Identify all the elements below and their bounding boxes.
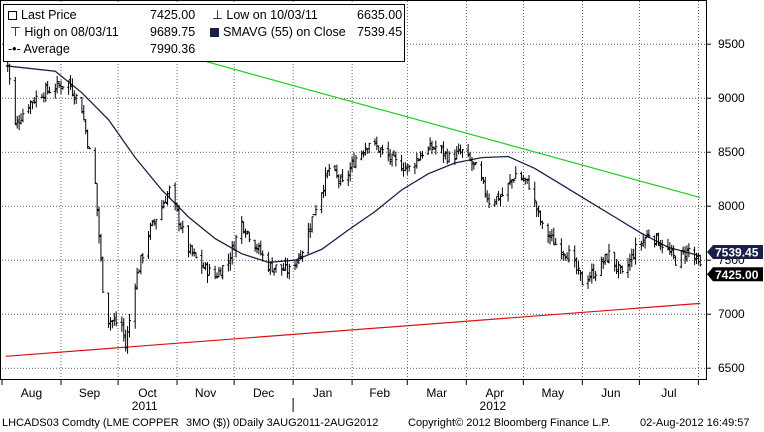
footer-copyright: Copyright© 2012 Bloomberg Finance L.P. — [408, 417, 611, 429]
average-label: Average — [23, 42, 70, 56]
year-label: 2012 — [480, 399, 507, 413]
legend-high: ⊤ High on 08/03/11 — [10, 25, 119, 39]
high-label: High on 08/03/11 — [24, 25, 119, 39]
y-tick-label: 9000 — [718, 91, 745, 105]
grid-lines — [2, 1, 706, 379]
lower-trendline — [5, 302, 701, 357]
x-tick-label: Dec — [253, 386, 274, 400]
last-price-label: Last Price — [21, 8, 77, 22]
footer-ticker: LHCADS03 Comdty (LME COPPER — [2, 417, 179, 429]
low-label: Low on 10/03/11 — [226, 8, 318, 22]
x-tick-label: Nov — [195, 386, 216, 400]
legend-last-price: Last Price — [8, 8, 77, 23]
price-tag: 7425.00 — [707, 267, 763, 282]
y-tick-label: 9500 — [718, 37, 745, 51]
x-tick-label: Apr — [485, 386, 504, 400]
price-tag-label: 7425.00 — [715, 268, 759, 282]
sma-label: SMAVG (55) on Close — [223, 25, 346, 39]
last-price-swatch-icon — [8, 11, 17, 20]
footer-bar: LHCADS03 Comdty (LME COPPER 3MO ($)) 0Da… — [0, 413, 764, 432]
y-tick-label: 6500 — [718, 361, 745, 375]
price-tags: 7539.45 7425.00 — [707, 244, 763, 282]
last-price-value: 7425.00 — [150, 8, 196, 22]
average-value: 7990.36 — [150, 42, 196, 56]
footer-params: 3MO ($)) 0Daily 3AUG2011-2AUG2012 — [186, 417, 379, 429]
footer-timestamp: 02-Aug-2012 16:49:57 — [640, 417, 750, 429]
x-tick-label: Jul — [661, 386, 676, 400]
y-tick-label: 8500 — [718, 145, 745, 159]
legend-average: -•- Average — [8, 42, 70, 56]
x-tick-label: Sep — [79, 386, 101, 400]
sma-line — [5, 65, 701, 264]
x-tick-label: Aug — [21, 386, 42, 400]
price-tag-label: 7539.45 — [715, 245, 759, 259]
legend-sma: SMAVG (55) on Close — [210, 25, 346, 40]
legend-low: ⊥ Low on 10/03/11 — [212, 8, 318, 22]
x-tick-label: Oct — [138, 386, 157, 400]
price-tag: 7539.45 — [707, 244, 763, 259]
sma-swatch-icon — [210, 28, 219, 37]
year-label: 2011 — [132, 399, 158, 413]
price-tag-shape — [707, 267, 763, 282]
sma-value: 7539.45 — [357, 25, 403, 39]
y-tick-label: 7000 — [718, 307, 745, 321]
x-tick-label: Mar — [426, 386, 447, 400]
price-tag-shape — [707, 244, 763, 259]
chart-series — [4, 5, 702, 357]
low-value: 6635.00 — [357, 8, 403, 22]
x-tick-label: Jan — [313, 386, 332, 400]
legend: Last Price 7425.00 ⊥ Low on 10/03/11 663… — [3, 4, 405, 62]
x-tick-label: Jun — [601, 386, 620, 400]
x-tick-label: Feb — [369, 386, 390, 400]
y-tick-label: 8000 — [718, 199, 745, 213]
x-tick-label: May — [541, 386, 564, 400]
high-value: 9689.75 — [150, 25, 196, 39]
